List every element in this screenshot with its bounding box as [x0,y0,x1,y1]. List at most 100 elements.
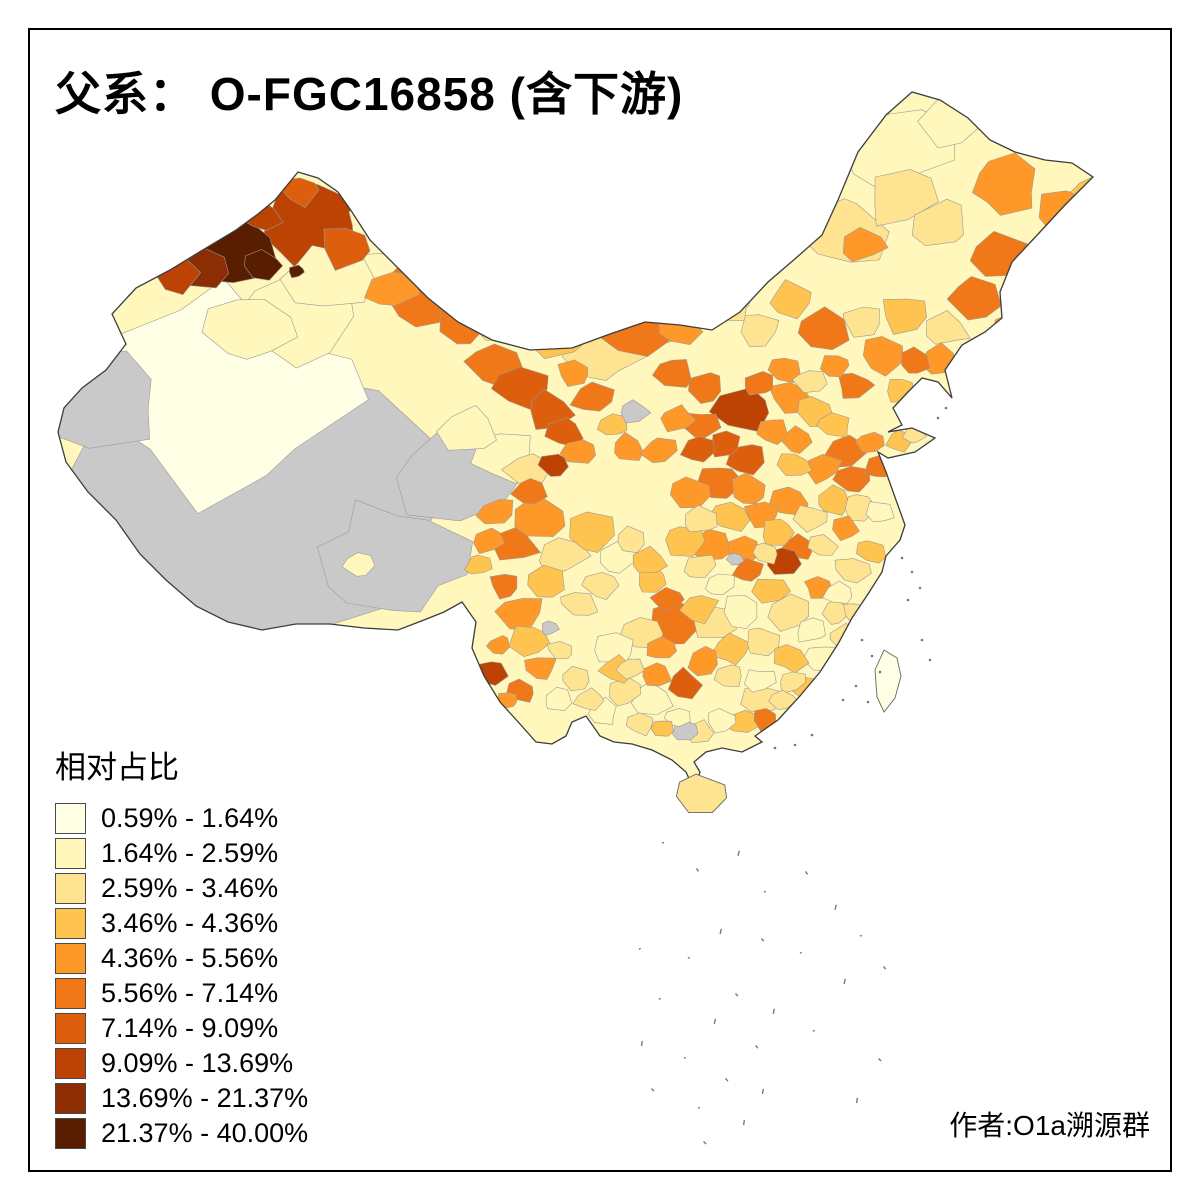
legend-item: 7.14% - 9.09% [55,1013,308,1044]
map-region [625,712,654,737]
map-region [316,499,474,613]
map-region [842,306,880,338]
sea-island-speck [687,956,691,959]
sea-island-speck [772,1008,775,1015]
map-region [725,444,765,476]
map-region [620,399,652,424]
legend-swatch [55,943,86,974]
map-region [797,306,850,351]
islet [860,638,864,642]
legend-label: 4.36% - 5.56% [101,943,279,973]
sea-island-speck [799,951,802,954]
map-region [708,708,737,734]
map-region [767,593,809,632]
map-region [705,573,735,596]
map-region [946,276,1002,321]
legend-label: 3.46% - 4.36% [101,908,279,938]
legend-item: 5.56% - 7.14% [55,978,308,1009]
sea-island-speck [734,993,739,997]
islet [870,654,874,658]
map-region [816,412,850,438]
legend-swatch [55,1048,86,1079]
sea-island-speck [695,868,700,872]
sea-island-speck [697,1106,700,1109]
map-region [723,595,758,629]
legend-item: 2.59% - 3.46% [55,873,308,904]
map-region [489,573,518,600]
islet [854,684,858,688]
legend-item: 1.64% - 2.59% [55,838,308,869]
map-region [776,453,813,476]
map-region [421,255,473,301]
sea-island-speck [658,997,661,1000]
legend-items: 0.59% - 1.64% 1.64% - 2.59% 2.59% - 3.46% 3… [55,803,308,1149]
map-region [752,542,778,565]
legend-item: 13.69% - 21.37% [55,1083,308,1114]
taiwan-island [874,649,902,713]
map-region [842,226,889,263]
map-region [569,511,615,553]
map-region [769,279,812,320]
map-region [709,501,751,532]
map-region [667,666,704,700]
map-region [819,667,839,688]
map-region [818,484,850,516]
map-region [819,355,850,378]
map-region [708,262,757,308]
legend-swatch [55,1118,86,1149]
map-region [882,298,928,335]
islet [928,658,932,662]
sea-island-speck [662,842,664,844]
legend-title: 相对占比 [55,750,179,785]
map-region [615,658,645,680]
map-region [744,371,774,396]
map-region [559,439,596,464]
map-region [572,687,605,711]
map-region [862,336,904,377]
map-region [679,436,715,463]
map-region [713,664,742,688]
map-region [683,554,717,579]
map-region [614,431,644,461]
map-region [524,657,557,680]
map-region [855,431,885,454]
map-region [244,249,284,281]
legend-swatch [55,1013,86,1044]
islet [878,670,882,674]
map-region [838,372,876,399]
sea-island-speck [742,1119,745,1126]
legend-item: 0.59% - 1.64% [55,803,308,834]
sea-island-speck [859,934,863,937]
map-region [797,617,826,643]
map-title: 父系： O-FGC16858 (含下游) [55,68,684,120]
sea-island-speck [713,1018,717,1025]
map-region [740,314,780,348]
islet [900,556,904,560]
islet [944,406,948,410]
map-region [678,595,720,625]
map-region [639,437,678,464]
legend-label: 9.09% - 13.69% [101,1048,294,1078]
islet [793,743,797,747]
sea-island-speck [882,965,887,970]
legend-label: 21.37% - 40.00% [101,1118,309,1148]
map-region [834,558,872,584]
map-region [925,310,971,345]
map-region [464,554,493,575]
legend-label: 13.69% - 21.37% [101,1083,309,1113]
map-region [731,472,766,505]
sea-island-speck [640,1040,643,1047]
sea-island-speck [763,890,766,893]
map-region [744,669,777,693]
map-region [646,635,678,659]
map-region [911,198,964,247]
map-region [855,540,887,564]
map-region [751,578,792,604]
map-region [684,504,718,533]
map-region [436,405,497,451]
map-region [781,425,813,454]
legend-swatch [55,838,86,869]
islet [910,570,914,574]
islet [773,746,777,750]
legend-item: 3.46% - 4.36% [55,908,308,939]
